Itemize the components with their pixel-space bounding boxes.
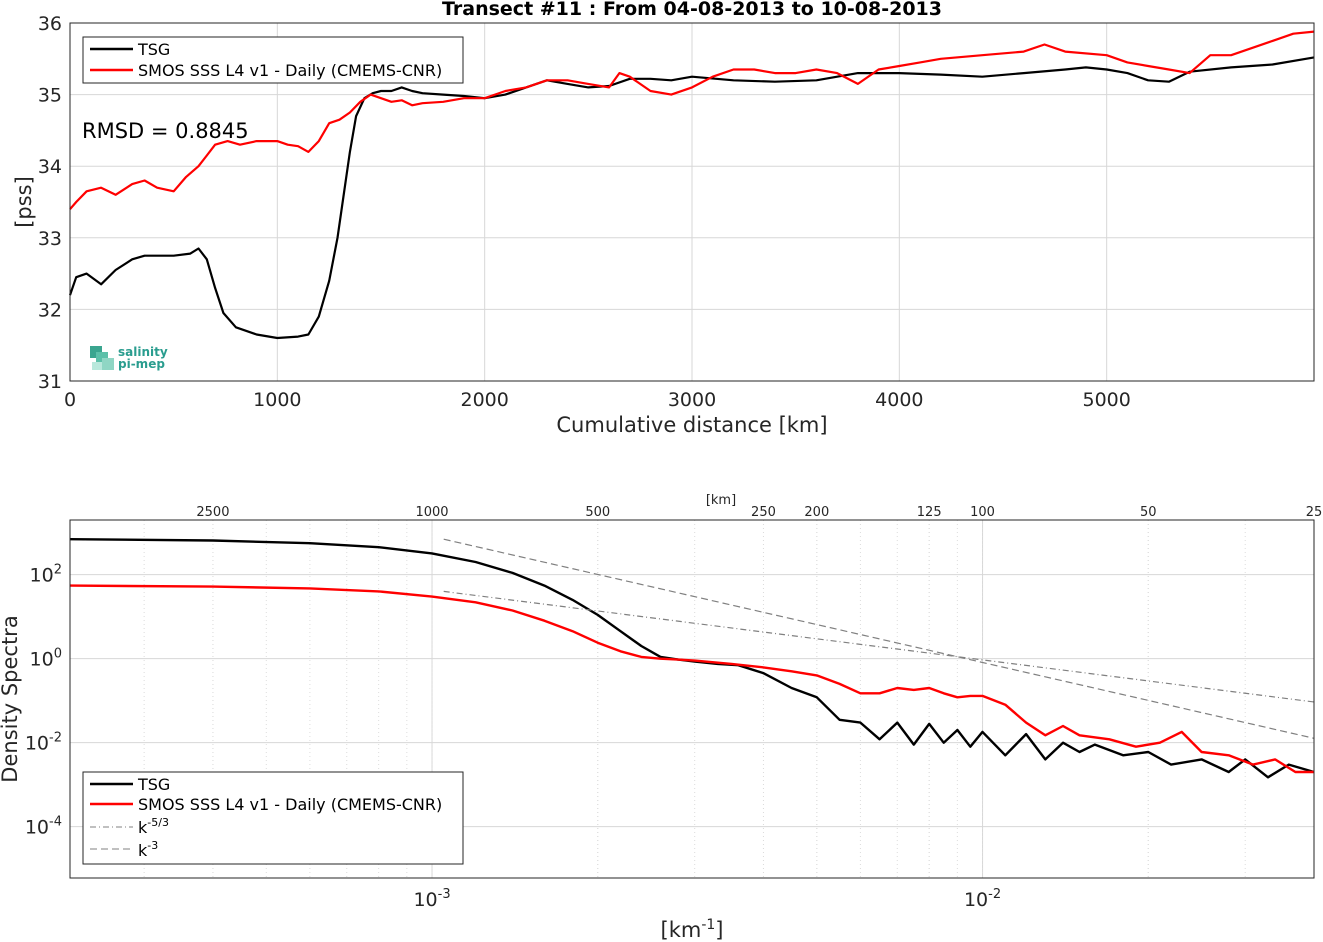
logo-cube-3 [102,358,114,370]
top-x-tick-label: 3000 [668,389,716,411]
top-y-tick-label: 34 [38,156,62,178]
bottom-series-line-3 [443,538,1315,739]
top-x-tick-label: 1000 [253,389,301,411]
bottom-grid [70,520,1315,878]
top-legend: TSG SMOS SSS L4 v1 - Daily (CMEMS-CNR) [82,36,464,84]
top-km-tick-label: 500 [585,505,610,520]
top-series-lines [68,30,1315,340]
top-x-tick-label: 0 [64,389,76,411]
top-km-axis-label: [km] [706,493,736,508]
bottom-series-line-2 [443,590,1315,703]
top-x-tick-label: 5000 [1082,389,1130,411]
top-x-tick-label: 2000 [460,389,508,411]
top-legend-label-smos: SMOS SSS L4 v1 - Daily (CMEMS-CNR) [138,61,442,80]
top-km-tick-label: 50 [1140,505,1157,520]
bottom-tick-labels: 2500 1000 500 250 200 125 100 50 25 10-3 10-2 102 10… [25,505,1322,911]
top-y-tick-label: 36 [38,13,62,35]
bottom-legend-box [82,771,464,865]
top-km-tick-label: 200 [804,505,829,520]
top-km-tick-label: 100 [970,505,995,520]
top-km-tick-label: 125 [917,505,942,520]
top-km-tick-label: 2500 [196,505,229,520]
salinity-pi-mep-logo: salinity pi-mep [90,345,168,371]
bottom-y-tick-label: 10-4 [25,815,62,839]
top-legend-box [82,36,464,84]
top-series-line-0 [68,56,1315,340]
bottom-y-tick-label: 100 [30,647,62,671]
logo-cube-4 [92,362,102,370]
top-km-tick-label: 250 [751,505,776,520]
logo-text-line1: salinity [118,345,168,359]
logo-text-line2: pi-mep [118,357,165,371]
top-x-tick-label: 4000 [875,389,923,411]
top-km-tick-label: 25 [1306,505,1323,520]
bottom-legend-label-tsg: TSG [137,775,170,794]
top-y-tick-label: 31 [38,371,62,393]
top-x-axis-label: Cumulative distance [km] [556,413,827,437]
chart-title: Transect #11 : From 04-08-2013 to 10-08-… [442,0,942,20]
bottom-axes-box [69,519,1315,879]
bottom-series-line-0 [69,538,1315,779]
rmsd-annotation: RMSD = 0.8845 [82,119,249,143]
bottom-x-axis-label: [km-1] [661,917,724,942]
bottom-y-tick-label: 10-2 [25,731,62,755]
bottom-series-lines [69,538,1315,779]
top-grid [70,23,1314,381]
top-tick-labels: 0 1000 2000 3000 4000 5000 31 32 33 34 35 36 [38,13,1131,411]
bottom-legend: TSG SMOS SSS L4 v1 - Daily (CMEMS-CNR) k… [82,771,464,865]
bottom-x-tick-label: 10-3 [413,887,450,911]
top-legend-label-tsg: TSG [137,40,170,59]
bottom-chart: 2500 1000 500 250 200 125 100 50 25 10-3 10-2 102 10… [0,493,1322,942]
bottom-y-tick-label: 102 [30,563,62,587]
bottom-legend-label-smos: SMOS SSS L4 v1 - Daily (CMEMS-CNR) [138,795,442,814]
top-series-line-1 [69,30,1315,210]
bottom-y-axis-label: Density Spectra [0,615,22,782]
top-y-tick-label: 35 [38,85,62,107]
top-chart: Transect #11 : From 04-08-2013 to 10-08-… [12,0,1315,437]
bottom-series-line-1 [69,584,1314,774]
top-y-axis-label: [pss] [12,176,36,228]
top-axes-box [69,22,1315,382]
bottom-x-tick-label: 10-2 [964,887,1001,911]
top-y-tick-label: 33 [38,228,62,250]
top-y-tick-label: 32 [38,299,62,321]
top-km-tick-label: 1000 [415,505,448,520]
